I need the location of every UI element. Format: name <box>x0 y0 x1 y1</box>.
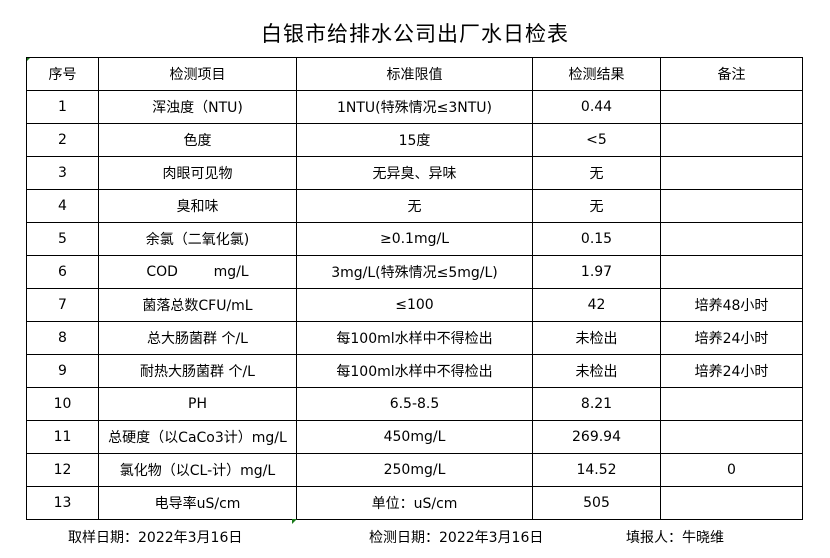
cell-remark <box>660 156 803 190</box>
reporter: 填报人：牛晓维 <box>626 530 724 546</box>
cell-result: 505 <box>532 486 661 520</box>
cell-remark <box>660 420 803 454</box>
cell-limit: ≥0.1mg/L <box>296 222 533 256</box>
cell-remark: 培养24小时 <box>660 354 803 388</box>
table-row: 8 总大肠菌群 个/L 每100ml水样中不得检出 未检出 培养24小时 <box>26 321 803 355</box>
table-row: 11 总硬度（以CaCo3计）mg/L 450mg/L 269.94 <box>26 420 803 454</box>
cell-result: 0.44 <box>532 90 661 124</box>
table-row: 13 电导率uS/cm 单位：uS/cm 505 <box>26 486 803 520</box>
page-title: 白银市给排水公司出厂水日检表 <box>261 22 569 46</box>
cell-index: 3 <box>26 156 99 190</box>
cell-limit: 无 <box>296 189 533 223</box>
cell-remark <box>660 123 803 157</box>
table-row: 7 菌落总数CFU/mL ≤100 42 培养48小时 <box>26 288 803 322</box>
cell-item: 电导率uS/cm <box>98 486 297 520</box>
cell-item: 肉眼可见物 <box>98 156 297 190</box>
cell-remark: 培养48小时 <box>660 288 803 322</box>
table-row: 10 PH 6.5-8.5 8.21 <box>26 387 803 421</box>
cell-index: 7 <box>26 288 99 322</box>
cell-index: 11 <box>26 420 99 454</box>
cell-result: 无 <box>532 189 661 223</box>
cell-result: 8.21 <box>532 387 661 421</box>
cell-index: 1 <box>26 90 99 124</box>
cell-limit: 3mg/L(特殊情况≤5mg/L) <box>296 255 533 289</box>
table-row: 3 肉眼可见物 无异臭、异味无 <box>26 156 803 190</box>
cell-item: 浑浊度（NTU) <box>98 90 297 124</box>
cell-result: 0.15 <box>532 222 661 256</box>
table-row: 2 色度 15度 <5 <box>26 123 803 157</box>
cell-remark <box>660 222 803 256</box>
cell-remark <box>660 90 803 124</box>
cell-index: 6 <box>26 255 99 289</box>
cell-item: 总大肠菌群 个/L <box>98 321 297 355</box>
cell-index: 12 <box>26 453 99 487</box>
cell-index: 8 <box>26 321 99 355</box>
header-item: 检测项目 <box>98 57 297 91</box>
table-row: 5 余氯（二氧化氯) ≥0.1mg/L 0.15 <box>26 222 803 256</box>
header-limit: 标准限值 <box>296 57 533 91</box>
cell-result: 无 <box>532 156 661 190</box>
cell-remark <box>660 255 803 289</box>
cell-item: 耐热大肠菌群 个/L <box>98 354 297 388</box>
header-index: 序号 <box>26 57 99 91</box>
cell-limit: ≤100 <box>296 288 533 322</box>
cell-limit: 15度 <box>296 123 533 157</box>
cell-limit: 6.5-8.5 <box>296 387 533 421</box>
cell-result: 未检出 <box>532 354 661 388</box>
table-row: 1 浑浊度（NTU) 1NTU(特殊情况≤3NTU) 0.44 <box>26 90 803 124</box>
cell-item: 臭和味 <box>98 189 297 223</box>
cell-index: 4 <box>26 189 99 223</box>
table-row: 4 臭和味无无 <box>26 189 803 223</box>
cell-index: 13 <box>26 486 99 520</box>
cell-result: 269.94 <box>532 420 661 454</box>
cell-item: 菌落总数CFU/mL <box>98 288 297 322</box>
cell-index: 10 <box>26 387 99 421</box>
header-result: 检测结果 <box>532 57 661 91</box>
cell-item: 色度 <box>98 123 297 157</box>
cell-limit: 250mg/L <box>296 453 533 487</box>
table-row: 12 氯化物（以CL-计）mg/L 250mg/L 14.52 0 <box>26 453 803 487</box>
cell-limit: 每100ml水样中不得检出 <box>296 321 533 355</box>
cell-index: 5 <box>26 222 99 256</box>
cell-result: 1.97 <box>532 255 661 289</box>
cell-remark <box>660 189 803 223</box>
cell-result: 42 <box>532 288 661 322</box>
inspection-table: 序号 检测项目 标准限值 检测结果 备注 1 浑浊度（NTU) 1NTU(特殊情况≤… <box>26 57 803 520</box>
cell-limit: 1NTU(特殊情况≤3NTU) <box>296 90 533 124</box>
cell-limit: 每100ml水样中不得检出 <box>296 354 533 388</box>
cell-result: <5 <box>532 123 661 157</box>
cell-result: 14.52 <box>532 453 661 487</box>
header-remark: 备注 <box>660 57 803 91</box>
cell-item: PH <box>98 387 297 421</box>
table-row: 6 COD mg/L 3mg/L(特殊情况≤5mg/L) 1.97 <box>26 255 803 289</box>
cell-marker <box>292 519 297 524</box>
cell-index: 9 <box>26 354 99 388</box>
cell-remark <box>660 387 803 421</box>
cell-remark: 培养24小时 <box>660 321 803 355</box>
cell-item: 氯化物（以CL-计）mg/L <box>98 453 297 487</box>
table-header-row: 序号 检测项目 标准限值 检测结果 备注 <box>26 57 803 91</box>
cell-remark <box>660 486 803 520</box>
sample-date: 取样日期：2022年3月16日 <box>68 530 243 546</box>
cell-limit: 单位：uS/cm <box>296 486 533 520</box>
cell-limit: 450mg/L <box>296 420 533 454</box>
cell-limit: 无异臭、异味 <box>296 156 533 190</box>
cell-result: 未检出 <box>532 321 661 355</box>
cell-item: 余氯（二氧化氯) <box>98 222 297 256</box>
cell-index: 2 <box>26 123 99 157</box>
table-row: 9 耐热大肠菌群 个/L 每100ml水样中不得检出 未检出 培养24小时 <box>26 354 803 388</box>
cell-item: 总硬度（以CaCo3计）mg/L <box>98 420 297 454</box>
cell-item: COD mg/L <box>98 255 297 289</box>
cell-remark: 0 <box>660 453 803 487</box>
test-date: 检测日期：2022年3月16日 <box>369 530 544 546</box>
